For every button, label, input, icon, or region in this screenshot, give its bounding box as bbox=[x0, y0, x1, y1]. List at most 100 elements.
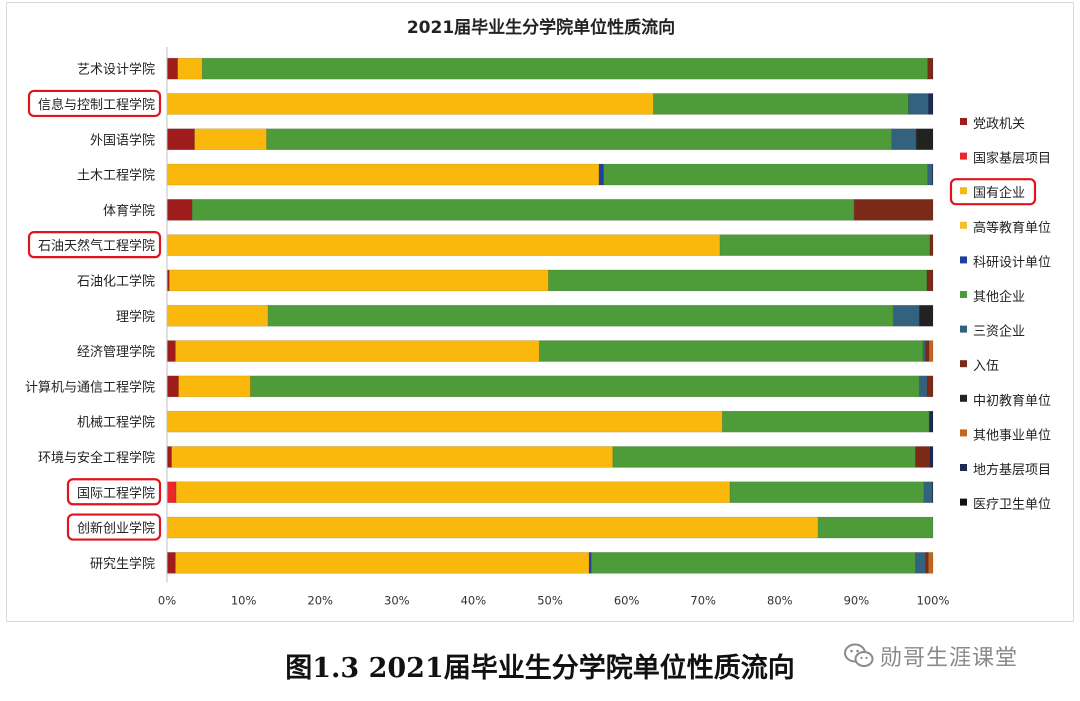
legend-swatch bbox=[960, 498, 967, 506]
bar-segment bbox=[918, 375, 928, 398]
y-tick-label: 理学院 bbox=[116, 309, 155, 325]
bar-segment bbox=[169, 269, 549, 292]
bar-segment bbox=[166, 481, 177, 504]
legend-label: 党政机关 bbox=[973, 117, 1025, 132]
y-tick-label: 研究生学院 bbox=[90, 556, 155, 572]
bar-segment bbox=[722, 410, 930, 433]
y-tick-label: 体育学院 bbox=[103, 203, 155, 219]
bar-segment bbox=[166, 199, 193, 221]
bar-segment bbox=[166, 57, 179, 80]
bar-segment bbox=[817, 516, 934, 539]
bar-segment bbox=[538, 340, 924, 362]
bar-segment bbox=[166, 234, 721, 256]
bar-segment bbox=[166, 375, 179, 398]
bar-segment bbox=[892, 304, 920, 327]
x-tick-label: 10% bbox=[231, 594, 257, 608]
legend-swatch bbox=[960, 429, 967, 437]
bar-segment bbox=[928, 93, 934, 115]
bar-segment bbox=[166, 128, 195, 151]
legend-swatch bbox=[960, 221, 967, 229]
y-tick-label: 国际工程学院 bbox=[77, 485, 155, 501]
bar-segment bbox=[598, 163, 604, 186]
wechat-icon bbox=[844, 643, 874, 667]
y-tick-label: 石油化工学院 bbox=[77, 273, 155, 289]
x-tick-label: 20% bbox=[307, 594, 333, 608]
y-tick-label: 经济管理学院 bbox=[77, 344, 155, 360]
watermark-text: 勋哥生涯课堂 bbox=[880, 646, 1019, 671]
bar-segment bbox=[719, 234, 931, 256]
bar-segment bbox=[915, 128, 934, 151]
bar-segment bbox=[175, 552, 590, 574]
legend-swatch bbox=[960, 152, 967, 160]
chart-frame: 2021届毕业生分学院单位性质流向艺术设计学院信息与控制工程学院外国语学院土木工… bbox=[6, 2, 1074, 622]
y-tick-label: 艺术设计学院 bbox=[77, 62, 155, 78]
bar-segment bbox=[588, 552, 592, 574]
y-tick-label: 计算机与通信工程学院 bbox=[25, 379, 155, 395]
highlight-box bbox=[66, 513, 162, 541]
legend-swatch bbox=[960, 187, 967, 195]
bar-segment bbox=[922, 340, 926, 362]
highlight-box bbox=[66, 478, 162, 506]
bar-segment bbox=[591, 552, 916, 574]
legend-label: 三资企业 bbox=[973, 324, 1025, 340]
legend-label: 国家基层项目 bbox=[973, 151, 1051, 167]
x-tick-label: 60% bbox=[614, 594, 640, 608]
y-tick-label: 石油天然气工程学院 bbox=[38, 238, 155, 254]
legend-swatch bbox=[960, 256, 967, 264]
y-tick-label: 外国语学院 bbox=[90, 132, 155, 148]
bar-segment bbox=[194, 128, 267, 151]
y-tick-label: 环境与安全工程学院 bbox=[38, 450, 155, 466]
y-tick-label: 土木工程学院 bbox=[77, 168, 155, 184]
legend-label: 中初教育单位 bbox=[973, 393, 1051, 409]
bar-segment bbox=[931, 481, 934, 504]
legend-swatch bbox=[960, 394, 967, 402]
bar-segment bbox=[929, 446, 934, 468]
bar-segment bbox=[915, 552, 926, 574]
bar-segment bbox=[166, 93, 654, 115]
chart-title: 2021届毕业生分学院单位性质流向 bbox=[407, 17, 675, 38]
bar-segment bbox=[927, 57, 934, 80]
bar-segment bbox=[908, 93, 929, 115]
highlight-box bbox=[27, 231, 162, 259]
legend-label: 地方基层项目 bbox=[973, 462, 1051, 478]
watermark: 勋哥生涯课堂 bbox=[844, 636, 1018, 676]
bar-segment bbox=[853, 199, 934, 221]
bar-segment bbox=[928, 552, 934, 574]
bar-segment bbox=[923, 481, 933, 504]
bar-segment bbox=[166, 304, 269, 327]
x-tick-label: 100% bbox=[917, 594, 950, 608]
bar-segment bbox=[926, 269, 934, 292]
x-tick-label: 90% bbox=[844, 594, 870, 608]
bar-segment bbox=[925, 552, 929, 574]
bar-segment bbox=[266, 128, 892, 151]
bar-segment bbox=[191, 199, 855, 221]
x-tick-label: 40% bbox=[461, 594, 487, 608]
chart-svg: 2021届毕业生分学院单位性质流向艺术设计学院信息与控制工程学院外国语学院土木工… bbox=[25, 17, 1051, 608]
bar-segment bbox=[918, 304, 934, 327]
bar-segment bbox=[612, 446, 916, 468]
legend-label: 科研设计单位 bbox=[973, 255, 1051, 270]
bar-segment bbox=[178, 375, 251, 398]
bar-segment bbox=[166, 516, 819, 539]
legend-swatch bbox=[960, 360, 967, 368]
x-tick-label: 50% bbox=[537, 594, 563, 608]
bar-segment bbox=[603, 163, 928, 186]
bar-segment bbox=[928, 340, 934, 362]
x-tick-label: 80% bbox=[767, 594, 793, 608]
bar-segment bbox=[653, 93, 909, 115]
bar-segment bbox=[177, 57, 203, 80]
bar-segment bbox=[171, 446, 614, 468]
highlight-box bbox=[27, 89, 162, 118]
legend-swatch bbox=[960, 118, 967, 125]
legend-swatch bbox=[960, 464, 967, 471]
legend-label: 高等教育单位 bbox=[973, 220, 1051, 236]
legend-label: 国有企业 bbox=[973, 185, 1025, 201]
legend-swatch bbox=[960, 325, 967, 333]
y-tick-label: 信息与控制工程学院 bbox=[38, 97, 155, 113]
bar-segment bbox=[929, 234, 934, 256]
figure-caption: 图1.3 2021届毕业生分学院单位性质流向 bbox=[285, 653, 795, 684]
x-tick-label: 0% bbox=[158, 594, 176, 608]
x-tick-label: 70% bbox=[690, 594, 716, 608]
bar-segment bbox=[175, 481, 731, 504]
bar-segment bbox=[166, 410, 723, 433]
